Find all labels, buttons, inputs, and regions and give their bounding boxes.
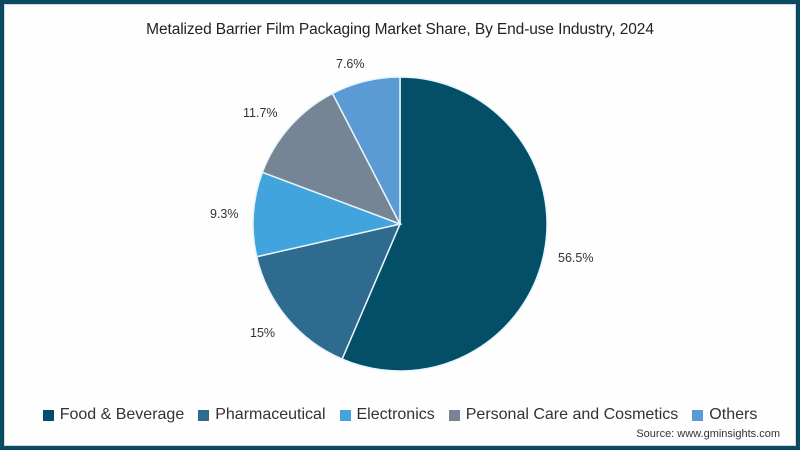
legend-item-personal-care: Personal Care and Cosmetics — [448, 406, 678, 424]
slice-label: 11.7% — [243, 106, 278, 120]
slice-label: 9.3% — [210, 207, 239, 221]
slice-label: 7.6% — [336, 57, 365, 71]
legend-item-electronics: Electronics — [339, 406, 435, 424]
pie-slice-electronics — [252, 171, 403, 258]
pie-slice-pharmaceutical — [255, 222, 402, 361]
slice-label: 56.5% — [558, 251, 594, 265]
legend-swatch — [692, 409, 704, 421]
legend-swatch — [42, 409, 54, 421]
source-note: Source: www.gminsights.com — [636, 428, 780, 440]
legend-item-others: Others — [692, 406, 757, 424]
legend-item-pharmaceutical: Pharmaceutical — [198, 406, 326, 424]
pie-slice-others — [331, 76, 401, 225]
legend-item-food-beverage: Food & Beverage — [42, 406, 184, 424]
legend-swatch — [198, 409, 210, 421]
pie-slice-personal-care-and-cosmetics — [261, 92, 402, 226]
legend-swatch — [448, 409, 460, 421]
legend-swatch — [339, 409, 351, 421]
slice-label: 15% — [250, 326, 276, 340]
legend: Food & Beverage Pharmaceutical Electroni… — [0, 406, 800, 424]
chart-title: Metalized Barrier Film Packaging Market … — [146, 21, 654, 38]
pie-slice-food-beverage — [341, 76, 548, 372]
